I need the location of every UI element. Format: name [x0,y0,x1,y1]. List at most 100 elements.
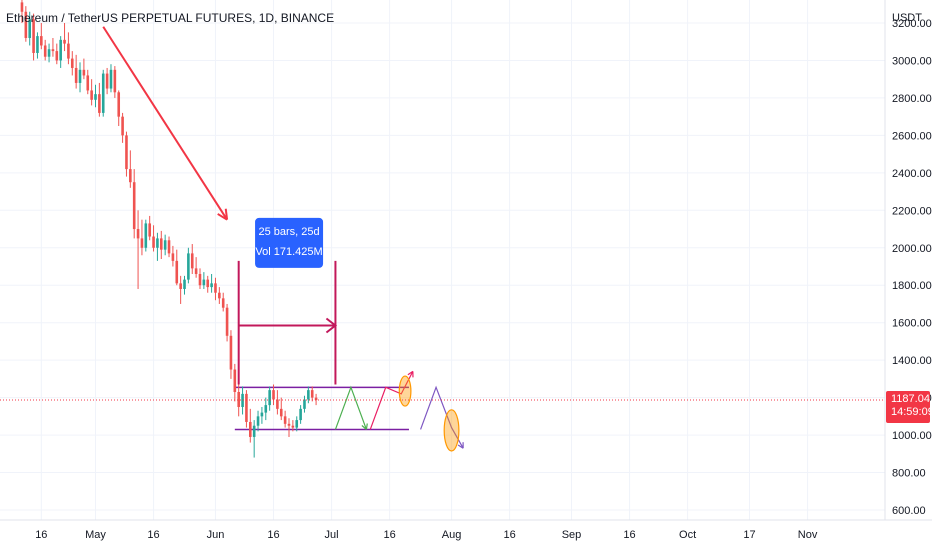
projection-path[interactable] [335,387,366,429]
candle-body [141,238,144,247]
candle-body [63,40,66,44]
highlight-circle[interactable] [399,376,411,406]
candle-body [284,416,287,423]
price-tick-label: 2000.00 [892,243,932,255]
candle-body [261,413,264,417]
current-price-value: 1187.04 [891,393,930,405]
candle-body [114,70,117,92]
price-tick-label: 3200.00 [892,18,932,30]
price-tick-label: 3000.00 [892,55,932,67]
candle-body [253,426,256,437]
price-tick-label: 1600.00 [892,318,932,330]
candle-body [249,422,252,437]
candle-body [206,280,209,287]
candle-body [71,59,74,68]
candle-body [125,135,128,169]
candle-body [203,280,206,286]
time-tick-label: 16 [623,529,635,541]
candle-body [67,44,70,59]
candle-body [234,370,237,392]
candle-body [245,394,248,422]
candle-body [117,92,120,116]
candle-body [102,74,105,113]
candle-body [195,268,198,274]
candle-body [226,308,229,336]
time-tick-label: 16 [147,529,159,541]
projection-arrow-head [366,424,367,430]
time-tick-label: Sep [562,529,582,541]
price-tick-label: 2200.00 [892,205,932,217]
candle-body [280,409,283,416]
candle-body [152,237,155,248]
candle-body [292,426,295,428]
candle-body [237,392,240,407]
candle-body [311,390,314,397]
candle-body [199,274,202,285]
candle-body [303,399,306,408]
candle-body [56,51,59,60]
candle-body [299,409,302,420]
time-tick-label: Nov [798,529,818,541]
candle-body [79,70,82,83]
candle-body [98,94,101,113]
price-tick-label: 600.00 [892,505,926,517]
candle-body [168,240,171,253]
candle-body [110,70,113,89]
candle-body [106,74,109,89]
candle-body [272,390,275,399]
price-tick-label: 1400.00 [892,355,932,367]
candle-body [52,49,55,51]
candle-body [257,416,260,425]
price-tick-label: 2800.00 [892,93,932,105]
candle-body [307,390,310,399]
time-tick-label: Jul [325,529,339,541]
candle-body [94,94,97,100]
candle-body [288,424,291,426]
candle-body [295,420,298,427]
price-tick-label: 1000.00 [892,430,932,442]
measure-label[interactable]: 25 bars, 25d Vol 171.425M [255,218,323,268]
candle-body [40,36,43,45]
candle-body [90,90,93,99]
price-tick-label: 2400.00 [892,168,932,180]
price-tick-label: 1800.00 [892,280,932,292]
current-price-tag: 1187.04 14:59:09 [886,391,932,423]
candle-body [222,298,225,307]
candle-body [172,253,175,260]
candle-body [264,405,267,412]
candle-body [137,229,140,238]
candle-body [156,238,159,247]
time-tick-label: Jun [207,529,225,541]
candle-body [145,223,148,247]
time-tick-label: Oct [679,529,696,541]
candle-body [129,169,132,182]
time-tick-label: 17 [743,529,755,541]
time-tick-label: 16 [503,529,515,541]
highlight-circle[interactable] [444,410,459,451]
candle-body [75,68,78,83]
candle-body [214,283,217,292]
candle-body [179,283,182,289]
price-tick-label: 2600.00 [892,130,932,142]
time-tick-label: 16 [35,529,47,541]
candle-body [48,49,51,56]
candle-body [268,390,271,405]
candle-body [218,293,221,299]
time-tick-label: 16 [267,529,279,541]
candle-body [121,117,124,136]
candle-body [187,253,190,279]
candle-body [36,36,39,53]
candle-body [175,261,178,283]
candle-body [59,40,62,61]
time-tick-label: May [85,529,106,541]
candle-body [133,182,136,229]
candle-body [164,240,167,249]
candle-body [83,70,86,76]
grid [0,0,885,520]
candle-body [230,336,233,370]
candle-body [44,45,47,56]
time-axis-bg [0,520,932,550]
bar-countdown: 14:59:09 [891,406,932,418]
